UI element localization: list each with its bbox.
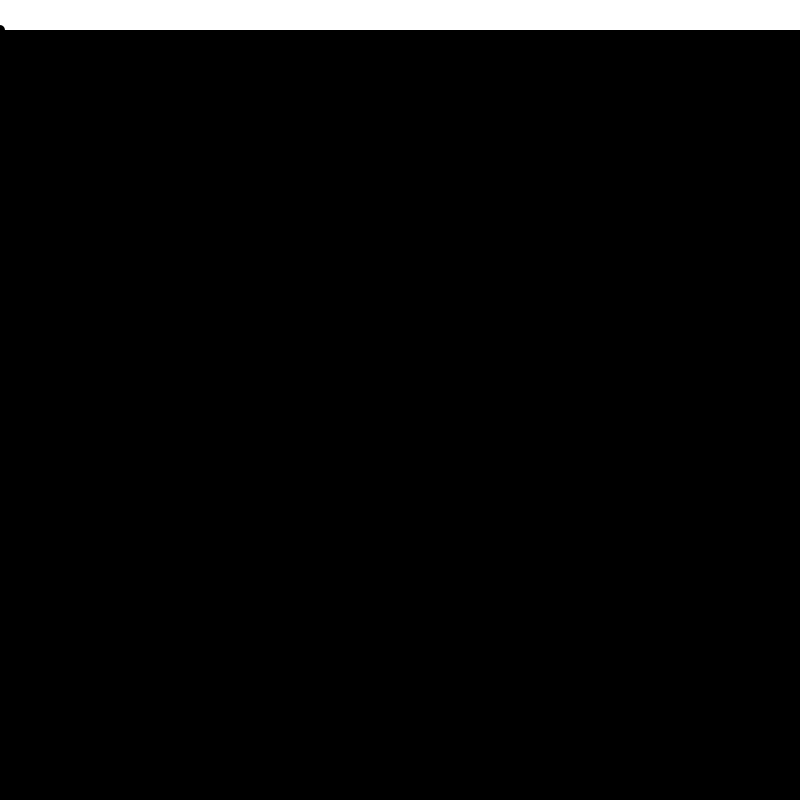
heatmap-canvas: [40, 30, 760, 750]
heatmap-frame: [0, 30, 800, 800]
marker-dot: [0, 25, 5, 35]
root: [0, 0, 800, 800]
